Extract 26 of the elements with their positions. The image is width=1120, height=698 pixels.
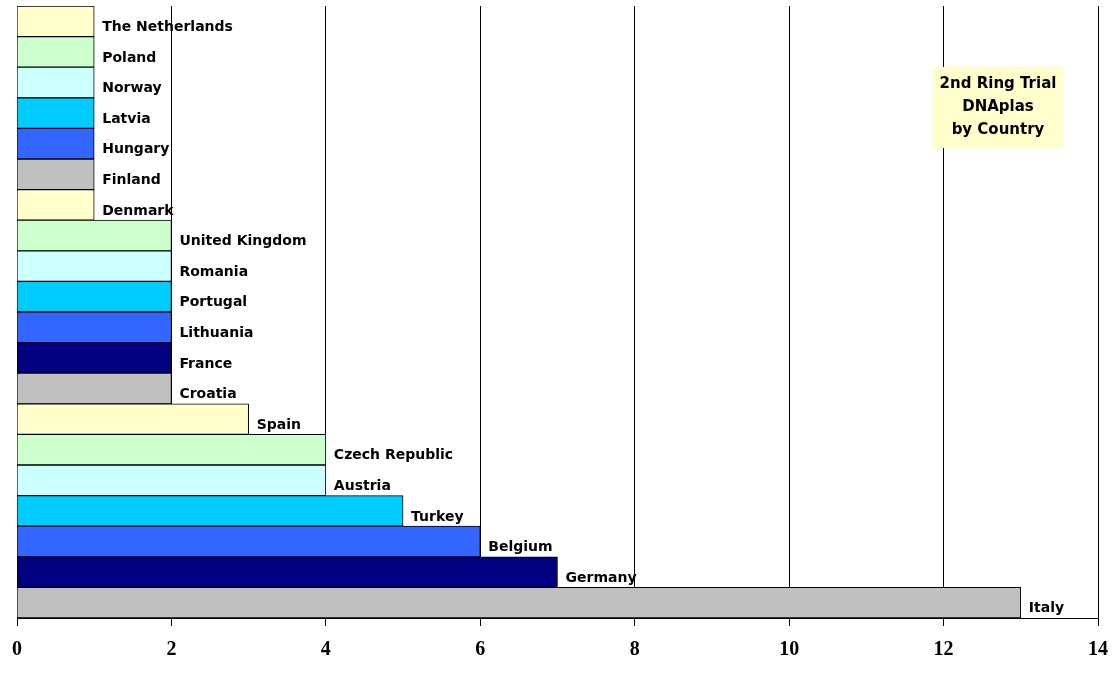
y-tick-label: Poland bbox=[102, 48, 157, 65]
y-tick-label: Finland bbox=[102, 170, 161, 187]
x-tick-label: 2 bbox=[166, 637, 177, 660]
text: 2nd Ring Trial DNAplas by Country bbox=[939, 74, 1057, 139]
x-tick-label: 10 bbox=[779, 637, 800, 660]
x-tick-label: 0 bbox=[12, 637, 22, 660]
y-tick-label: Lithuania bbox=[179, 323, 254, 340]
x-tick-label: 12 bbox=[933, 637, 954, 660]
y-tick-label: France bbox=[179, 354, 233, 371]
x-tick-label: 8 bbox=[629, 637, 640, 660]
x-tick-label: 14 bbox=[1088, 637, 1108, 660]
y-tick-label: Austria bbox=[333, 476, 391, 493]
y-tick-label: Belgium bbox=[488, 538, 553, 555]
x-tick-label: 6 bbox=[475, 637, 486, 660]
y-tick-label: Latvia bbox=[102, 109, 151, 126]
y-tick-label: Czech Republic bbox=[333, 446, 454, 463]
y-tick-label: United Kingdom bbox=[179, 232, 307, 249]
y-tick-label: Turkey bbox=[411, 507, 464, 524]
y-tick-label: Spain bbox=[256, 415, 301, 432]
y-tick-label: Norway bbox=[102, 79, 162, 96]
y-tick-label: Portugal bbox=[179, 293, 248, 310]
x-tick-label: 4 bbox=[320, 637, 331, 660]
y-tick-label: Hungary bbox=[102, 140, 170, 157]
y-tick-label: Croatia bbox=[179, 385, 237, 402]
y-tick-label: Romania bbox=[179, 262, 249, 279]
y-tick-label: Italy bbox=[1028, 599, 1065, 616]
